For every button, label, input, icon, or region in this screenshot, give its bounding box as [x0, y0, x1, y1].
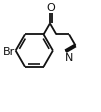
Text: Br: Br: [2, 46, 15, 56]
Text: O: O: [46, 3, 55, 13]
Text: N: N: [65, 52, 73, 62]
